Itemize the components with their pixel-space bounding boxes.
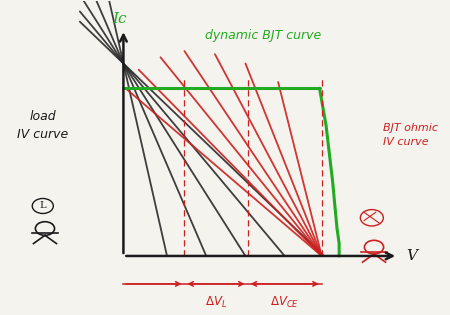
Text: L: L: [40, 202, 46, 210]
Text: $\Delta V_{CE}$: $\Delta V_{CE}$: [270, 295, 299, 310]
Text: V: V: [407, 249, 418, 263]
Text: Ic: Ic: [112, 12, 126, 26]
Text: load
IV curve: load IV curve: [17, 110, 68, 141]
Text: dynamic BJT curve: dynamic BJT curve: [205, 29, 321, 42]
Text: BJT ohmic
IV curve: BJT ohmic IV curve: [383, 123, 438, 147]
Text: $\Delta V_L$: $\Delta V_L$: [205, 295, 227, 310]
